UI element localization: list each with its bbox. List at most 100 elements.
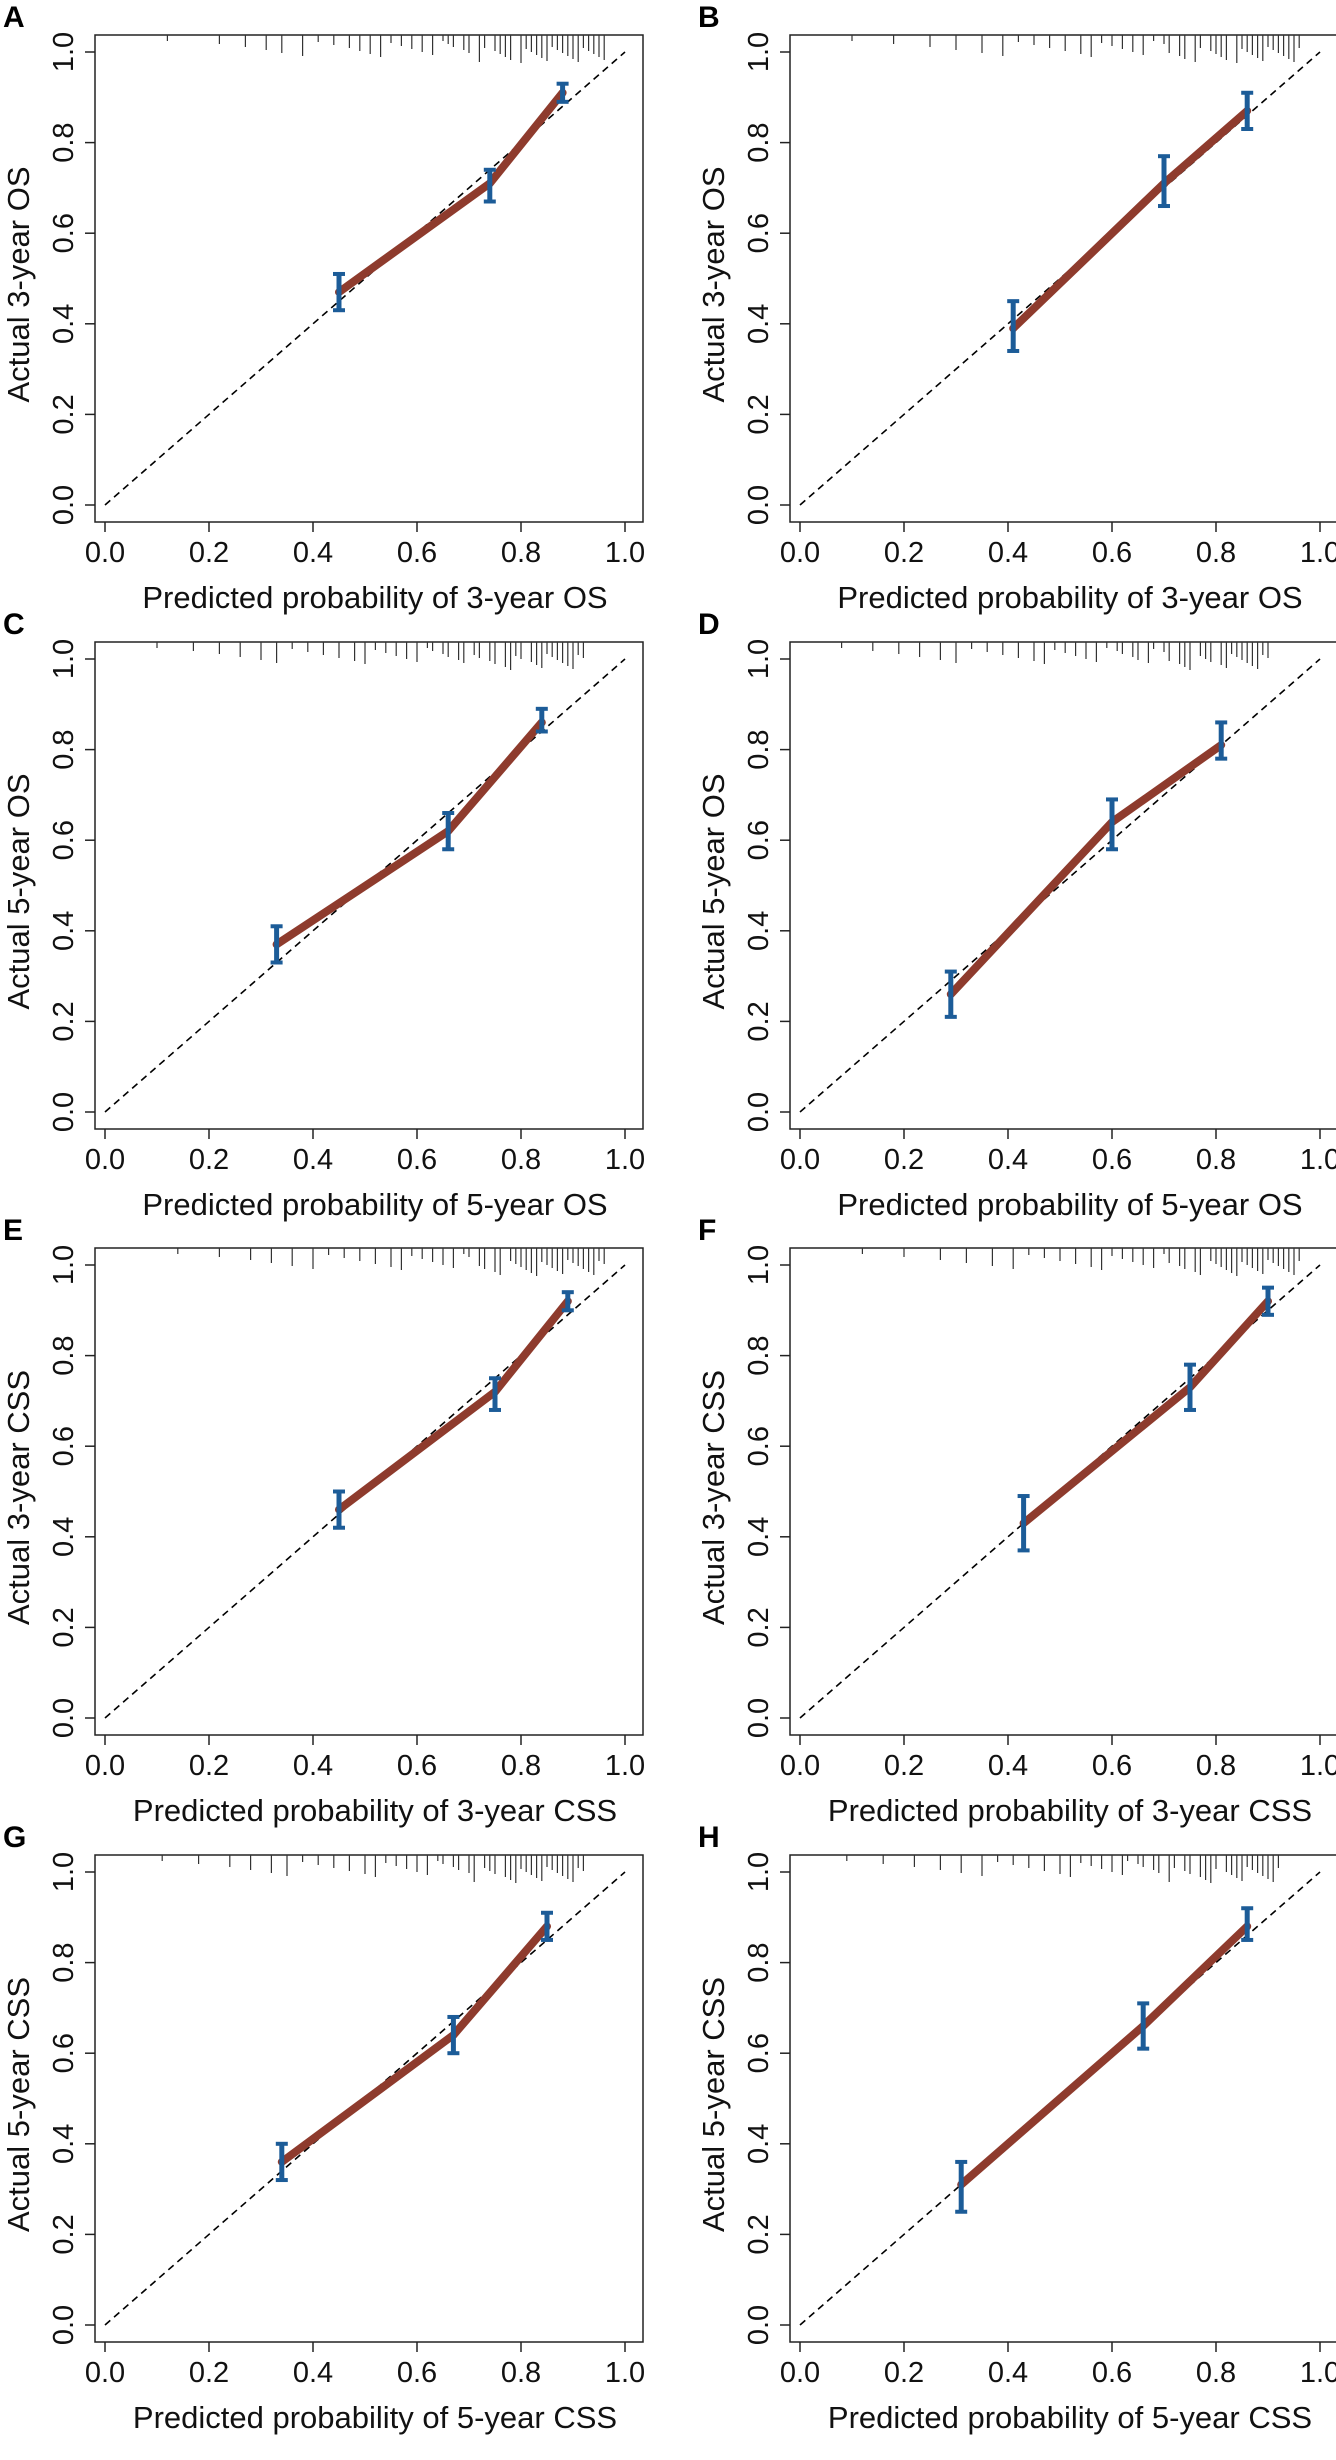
calibration-curve (335, 88, 567, 297)
x-tick-label: 0.2 (189, 2357, 229, 2389)
calibration-panel-h: H 0.0 0.2 0.4 0.6 0.8 1.0 0.0 0.2 0.4 0.6 0.8 1.0 Pre… (696, 1821, 1336, 2435)
panel-label: E (3, 1214, 23, 1247)
y-tick-label: 1.0 (743, 32, 775, 72)
plot-frame (94, 1247, 644, 1736)
plot-frame (789, 1854, 1336, 2343)
error-bar (270, 924, 283, 965)
prediction-rug (161, 1855, 585, 1883)
error-bar (442, 811, 455, 852)
x-tick-label: 0.0 (85, 2357, 125, 2389)
x-tick-label: 0.0 (85, 1750, 125, 1782)
y-tick-label: 0.0 (743, 1092, 775, 1132)
y-tick-label: 0.4 (743, 1517, 775, 1557)
x-axis-title: Predicted probability of 3-year CSS (828, 1793, 1312, 1828)
x-tick-label: 0.0 (780, 1144, 820, 1176)
calibration-panel-b: B 0.0 0.2 0.4 0.6 0.8 1.0 0.0 0.2 0.4 0.6 0.8 1.0 Pre… (696, 1, 1336, 615)
x-tick-label: 0.6 (397, 1750, 437, 1782)
ideal-diagonal-line (104, 658, 626, 1113)
x-tick-label: 1.0 (1300, 537, 1336, 569)
prediction-rug (851, 35, 1300, 63)
x-tick-label: 0.0 (780, 537, 820, 569)
y-tick-label: 0.8 (743, 122, 775, 162)
calibration-panel-f: F 0.0 0.2 0.4 0.6 0.8 1.0 0.0 0.2 0.4 0.6 0.8 1.0 Pre… (696, 1214, 1336, 1828)
x-tick-label: 0.2 (884, 1144, 924, 1176)
x-tick-label: 0.6 (397, 2357, 437, 2389)
y-axis-title: Actual 5-year CSS (1, 1977, 36, 2232)
ideal-diagonal-line (104, 51, 626, 506)
x-tick-label: 0.8 (1196, 1144, 1236, 1176)
plot-frame (94, 34, 644, 523)
y-tick-label: 1.0 (48, 32, 80, 72)
y-tick-label: 0.0 (48, 2305, 80, 2345)
x-tick-label: 0.2 (189, 1750, 229, 1782)
y-axis-title: Actual 5-year OS (1, 773, 36, 1009)
y-tick-label: 0.8 (743, 1335, 775, 1375)
x-tick-label: 0.8 (1196, 1750, 1236, 1782)
error-bar (535, 706, 548, 734)
x-tick-label: 0.2 (884, 1750, 924, 1782)
y-tick-label: 0.0 (743, 2305, 775, 2345)
ideal-diagonal-line (104, 1871, 626, 2326)
ideal-diagonal-line (799, 658, 1321, 1113)
y-tick-label: 0.0 (48, 1698, 80, 1738)
x-tick-label: 0.4 (293, 537, 333, 569)
x-tick-label: 0.8 (501, 2357, 541, 2389)
prediction-rug (846, 1855, 1280, 1883)
error-bar (333, 271, 345, 313)
y-tick-label: 0.8 (48, 1942, 80, 1982)
y-tick-label: 0.2 (743, 394, 775, 434)
x-tick-label: 0.8 (501, 1750, 541, 1782)
y-tick-label: 1.0 (48, 639, 80, 679)
y-tick-label: 0.2 (48, 2214, 80, 2254)
y-tick-label: 0.4 (48, 911, 80, 951)
y-tick-label: 0.6 (48, 1426, 80, 1466)
error-bar (561, 1290, 574, 1313)
y-tick-label: 0.8 (48, 729, 80, 769)
y-tick-label: 0.6 (48, 2033, 80, 2073)
ideal-diagonal-line (799, 1871, 1321, 2326)
x-tick-label: 0.4 (988, 2357, 1028, 2389)
y-tick-label: 0.2 (743, 1607, 775, 1647)
x-tick-label: 0.4 (988, 537, 1028, 569)
y-tick-label: 0.2 (743, 2214, 775, 2254)
x-tick-label: 0.0 (85, 1144, 125, 1176)
x-tick-label: 0.2 (884, 2357, 924, 2389)
y-tick-label: 0.0 (743, 485, 775, 525)
y-tick-label: 0.6 (48, 213, 80, 253)
panel-label: C (3, 608, 25, 641)
x-tick-label: 0.6 (397, 537, 437, 569)
error-bar (1215, 720, 1228, 761)
error-bar (556, 81, 569, 104)
y-axis-title: Actual 3-year OS (1, 166, 36, 402)
panel-label: D (698, 608, 720, 641)
ideal-diagonal-line (104, 1264, 626, 1719)
x-tick-label: 0.8 (501, 537, 541, 569)
calibration-curve (957, 1922, 1252, 2189)
x-tick-label: 0.0 (780, 2357, 820, 2389)
error-bar (1106, 797, 1118, 852)
x-axis-title: Predicted probability of 5-year CSS (133, 2400, 617, 2435)
panel-label: A (3, 1, 25, 34)
y-tick-label: 0.2 (743, 1001, 775, 1041)
error-bar (1017, 1494, 1030, 1553)
x-tick-label: 1.0 (605, 1144, 645, 1176)
x-tick-label: 0.4 (293, 1750, 333, 1782)
y-tick-label: 0.2 (48, 394, 80, 434)
prediction-rug (156, 642, 585, 670)
x-tick-label: 0.8 (501, 1144, 541, 1176)
calibration-panel-g: G 0.0 0.2 0.4 0.6 0.8 1.0 0.0 0.2 0.4 0.6 0.8 1.0 Pre… (1, 1821, 645, 2435)
calibration-panel-c: C 0.0 0.2 0.4 0.6 0.8 1.0 0.0 0.2 0.4 0.6 0.8 1.0 Pre… (1, 608, 645, 1222)
y-tick-label: 0.6 (48, 820, 80, 860)
x-tick-label: 0.2 (884, 537, 924, 569)
x-tick-label: 0.6 (397, 1144, 437, 1176)
error-bar (483, 167, 496, 204)
calibration-curve (277, 1922, 551, 2166)
panel-label: G (3, 1821, 26, 1854)
x-tick-label: 0.8 (1196, 537, 1236, 569)
x-tick-label: 1.0 (605, 537, 645, 569)
y-tick-label: 1.0 (743, 1245, 775, 1285)
x-tick-label: 0.6 (1092, 537, 1132, 569)
error-bar (1158, 154, 1170, 209)
prediction-rug (177, 1248, 605, 1276)
